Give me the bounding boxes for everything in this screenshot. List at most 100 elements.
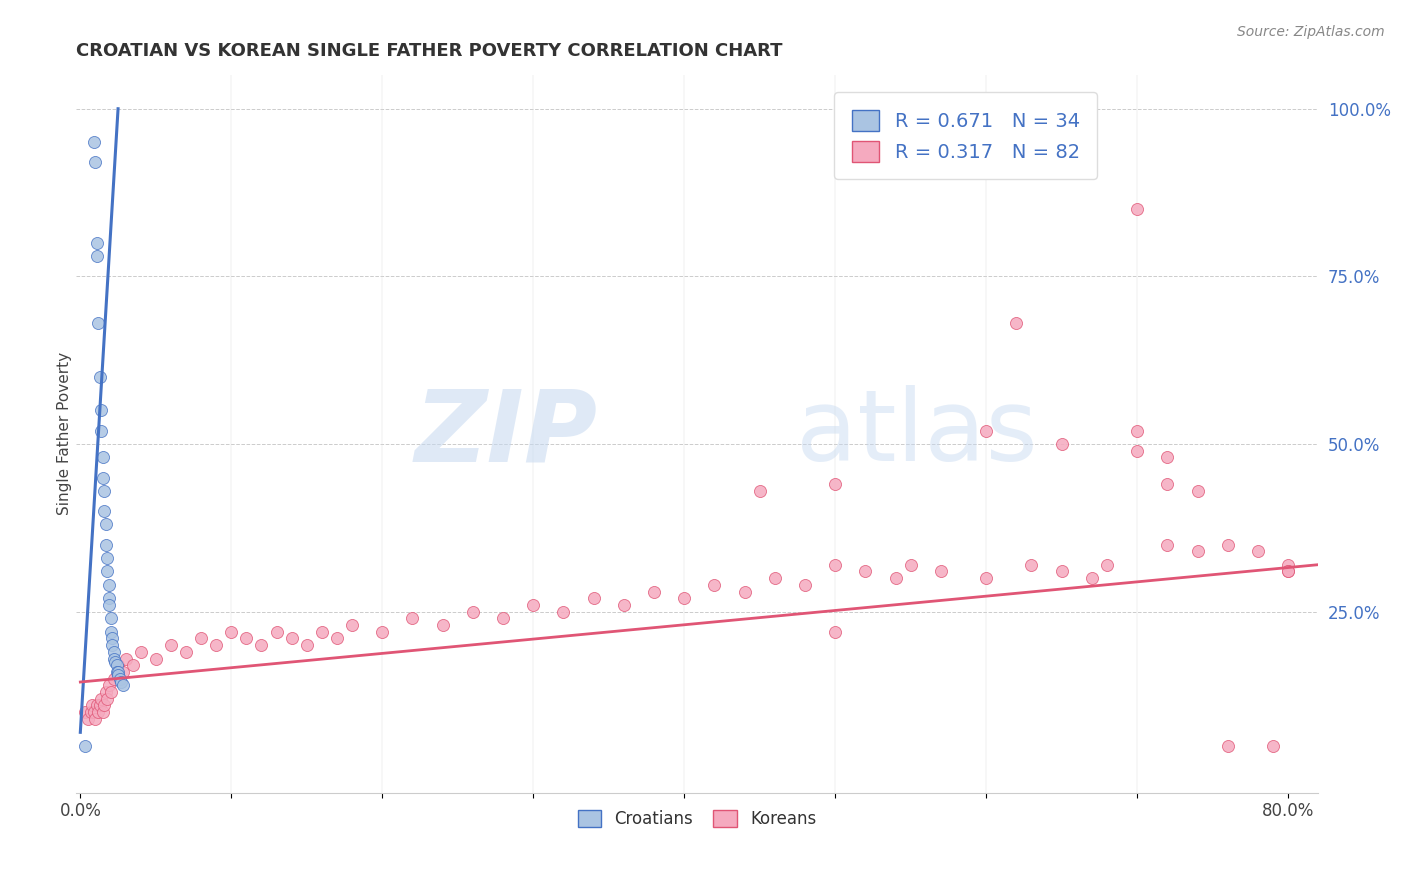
Point bbox=[1277, 558, 1299, 572]
Point bbox=[974, 571, 997, 585]
Point bbox=[87, 705, 110, 719]
Point bbox=[174, 645, 197, 659]
Point bbox=[104, 655, 127, 669]
Point bbox=[794, 578, 817, 592]
Point bbox=[613, 598, 636, 612]
Point bbox=[1005, 316, 1028, 330]
Point bbox=[89, 370, 111, 384]
Point bbox=[1261, 739, 1284, 753]
Point bbox=[461, 605, 484, 619]
Point bbox=[145, 651, 167, 665]
Point bbox=[295, 638, 318, 652]
Point bbox=[96, 565, 118, 579]
Point bbox=[90, 424, 112, 438]
Point bbox=[1156, 537, 1178, 551]
Point bbox=[1126, 443, 1149, 458]
Point bbox=[1216, 537, 1239, 551]
Legend: Croatians, Koreans: Croatians, Koreans bbox=[571, 803, 823, 835]
Point bbox=[1050, 437, 1073, 451]
Point bbox=[280, 632, 302, 646]
Point bbox=[1156, 477, 1178, 491]
Point bbox=[83, 135, 105, 149]
Point bbox=[107, 668, 129, 682]
Point bbox=[311, 624, 333, 639]
Point bbox=[1095, 558, 1118, 572]
Point bbox=[1277, 565, 1299, 579]
Point bbox=[221, 624, 243, 639]
Point bbox=[94, 517, 117, 532]
Text: Source: ZipAtlas.com: Source: ZipAtlas.com bbox=[1237, 25, 1385, 39]
Point bbox=[326, 632, 349, 646]
Point bbox=[91, 450, 114, 465]
Point bbox=[83, 705, 105, 719]
Point bbox=[974, 424, 997, 438]
Point bbox=[107, 658, 129, 673]
Point bbox=[1021, 558, 1043, 572]
Point bbox=[86, 235, 108, 250]
Point bbox=[73, 739, 96, 753]
Point bbox=[93, 504, 115, 518]
Point bbox=[884, 571, 907, 585]
Text: atlas: atlas bbox=[796, 385, 1038, 483]
Point bbox=[94, 685, 117, 699]
Point bbox=[1216, 739, 1239, 753]
Point bbox=[96, 691, 118, 706]
Point bbox=[91, 705, 114, 719]
Point bbox=[824, 558, 846, 572]
Point bbox=[122, 658, 145, 673]
Point bbox=[90, 691, 112, 706]
Point bbox=[87, 316, 110, 330]
Point bbox=[96, 551, 118, 566]
Point bbox=[93, 698, 115, 713]
Point bbox=[114, 651, 136, 665]
Point bbox=[205, 638, 228, 652]
Point bbox=[522, 598, 544, 612]
Point bbox=[111, 665, 134, 679]
Point bbox=[76, 712, 98, 726]
Point bbox=[553, 605, 575, 619]
Point bbox=[1081, 571, 1104, 585]
Point bbox=[84, 155, 107, 169]
Point bbox=[824, 477, 846, 491]
Point bbox=[103, 651, 125, 665]
Point bbox=[98, 598, 121, 612]
Point bbox=[101, 632, 124, 646]
Point bbox=[748, 483, 770, 498]
Point bbox=[1126, 202, 1149, 217]
Point bbox=[108, 672, 131, 686]
Point bbox=[100, 624, 122, 639]
Point bbox=[84, 712, 107, 726]
Point bbox=[98, 678, 121, 692]
Point bbox=[250, 638, 273, 652]
Point bbox=[734, 584, 756, 599]
Point bbox=[105, 665, 128, 679]
Text: ZIP: ZIP bbox=[415, 385, 598, 483]
Point bbox=[98, 591, 121, 606]
Point bbox=[90, 403, 112, 417]
Point bbox=[100, 611, 122, 625]
Point bbox=[900, 558, 922, 572]
Point bbox=[86, 698, 108, 713]
Point bbox=[103, 645, 125, 659]
Point bbox=[101, 638, 124, 652]
Point bbox=[432, 618, 454, 632]
Point bbox=[129, 645, 152, 659]
Point bbox=[582, 591, 605, 606]
Point bbox=[103, 672, 125, 686]
Point bbox=[643, 584, 665, 599]
Point bbox=[492, 611, 515, 625]
Point bbox=[100, 685, 122, 699]
Point bbox=[111, 678, 134, 692]
Point bbox=[673, 591, 696, 606]
Point bbox=[80, 705, 103, 719]
Point bbox=[98, 578, 121, 592]
Point bbox=[110, 675, 132, 690]
Text: CROATIAN VS KOREAN SINGLE FATHER POVERTY CORRELATION CHART: CROATIAN VS KOREAN SINGLE FATHER POVERTY… bbox=[76, 42, 782, 60]
Point bbox=[703, 578, 725, 592]
Point bbox=[160, 638, 183, 652]
Point bbox=[91, 470, 114, 484]
Point bbox=[1050, 565, 1073, 579]
Point bbox=[105, 658, 128, 673]
Point bbox=[190, 632, 212, 646]
Y-axis label: Single Father Poverty: Single Father Poverty bbox=[58, 352, 72, 516]
